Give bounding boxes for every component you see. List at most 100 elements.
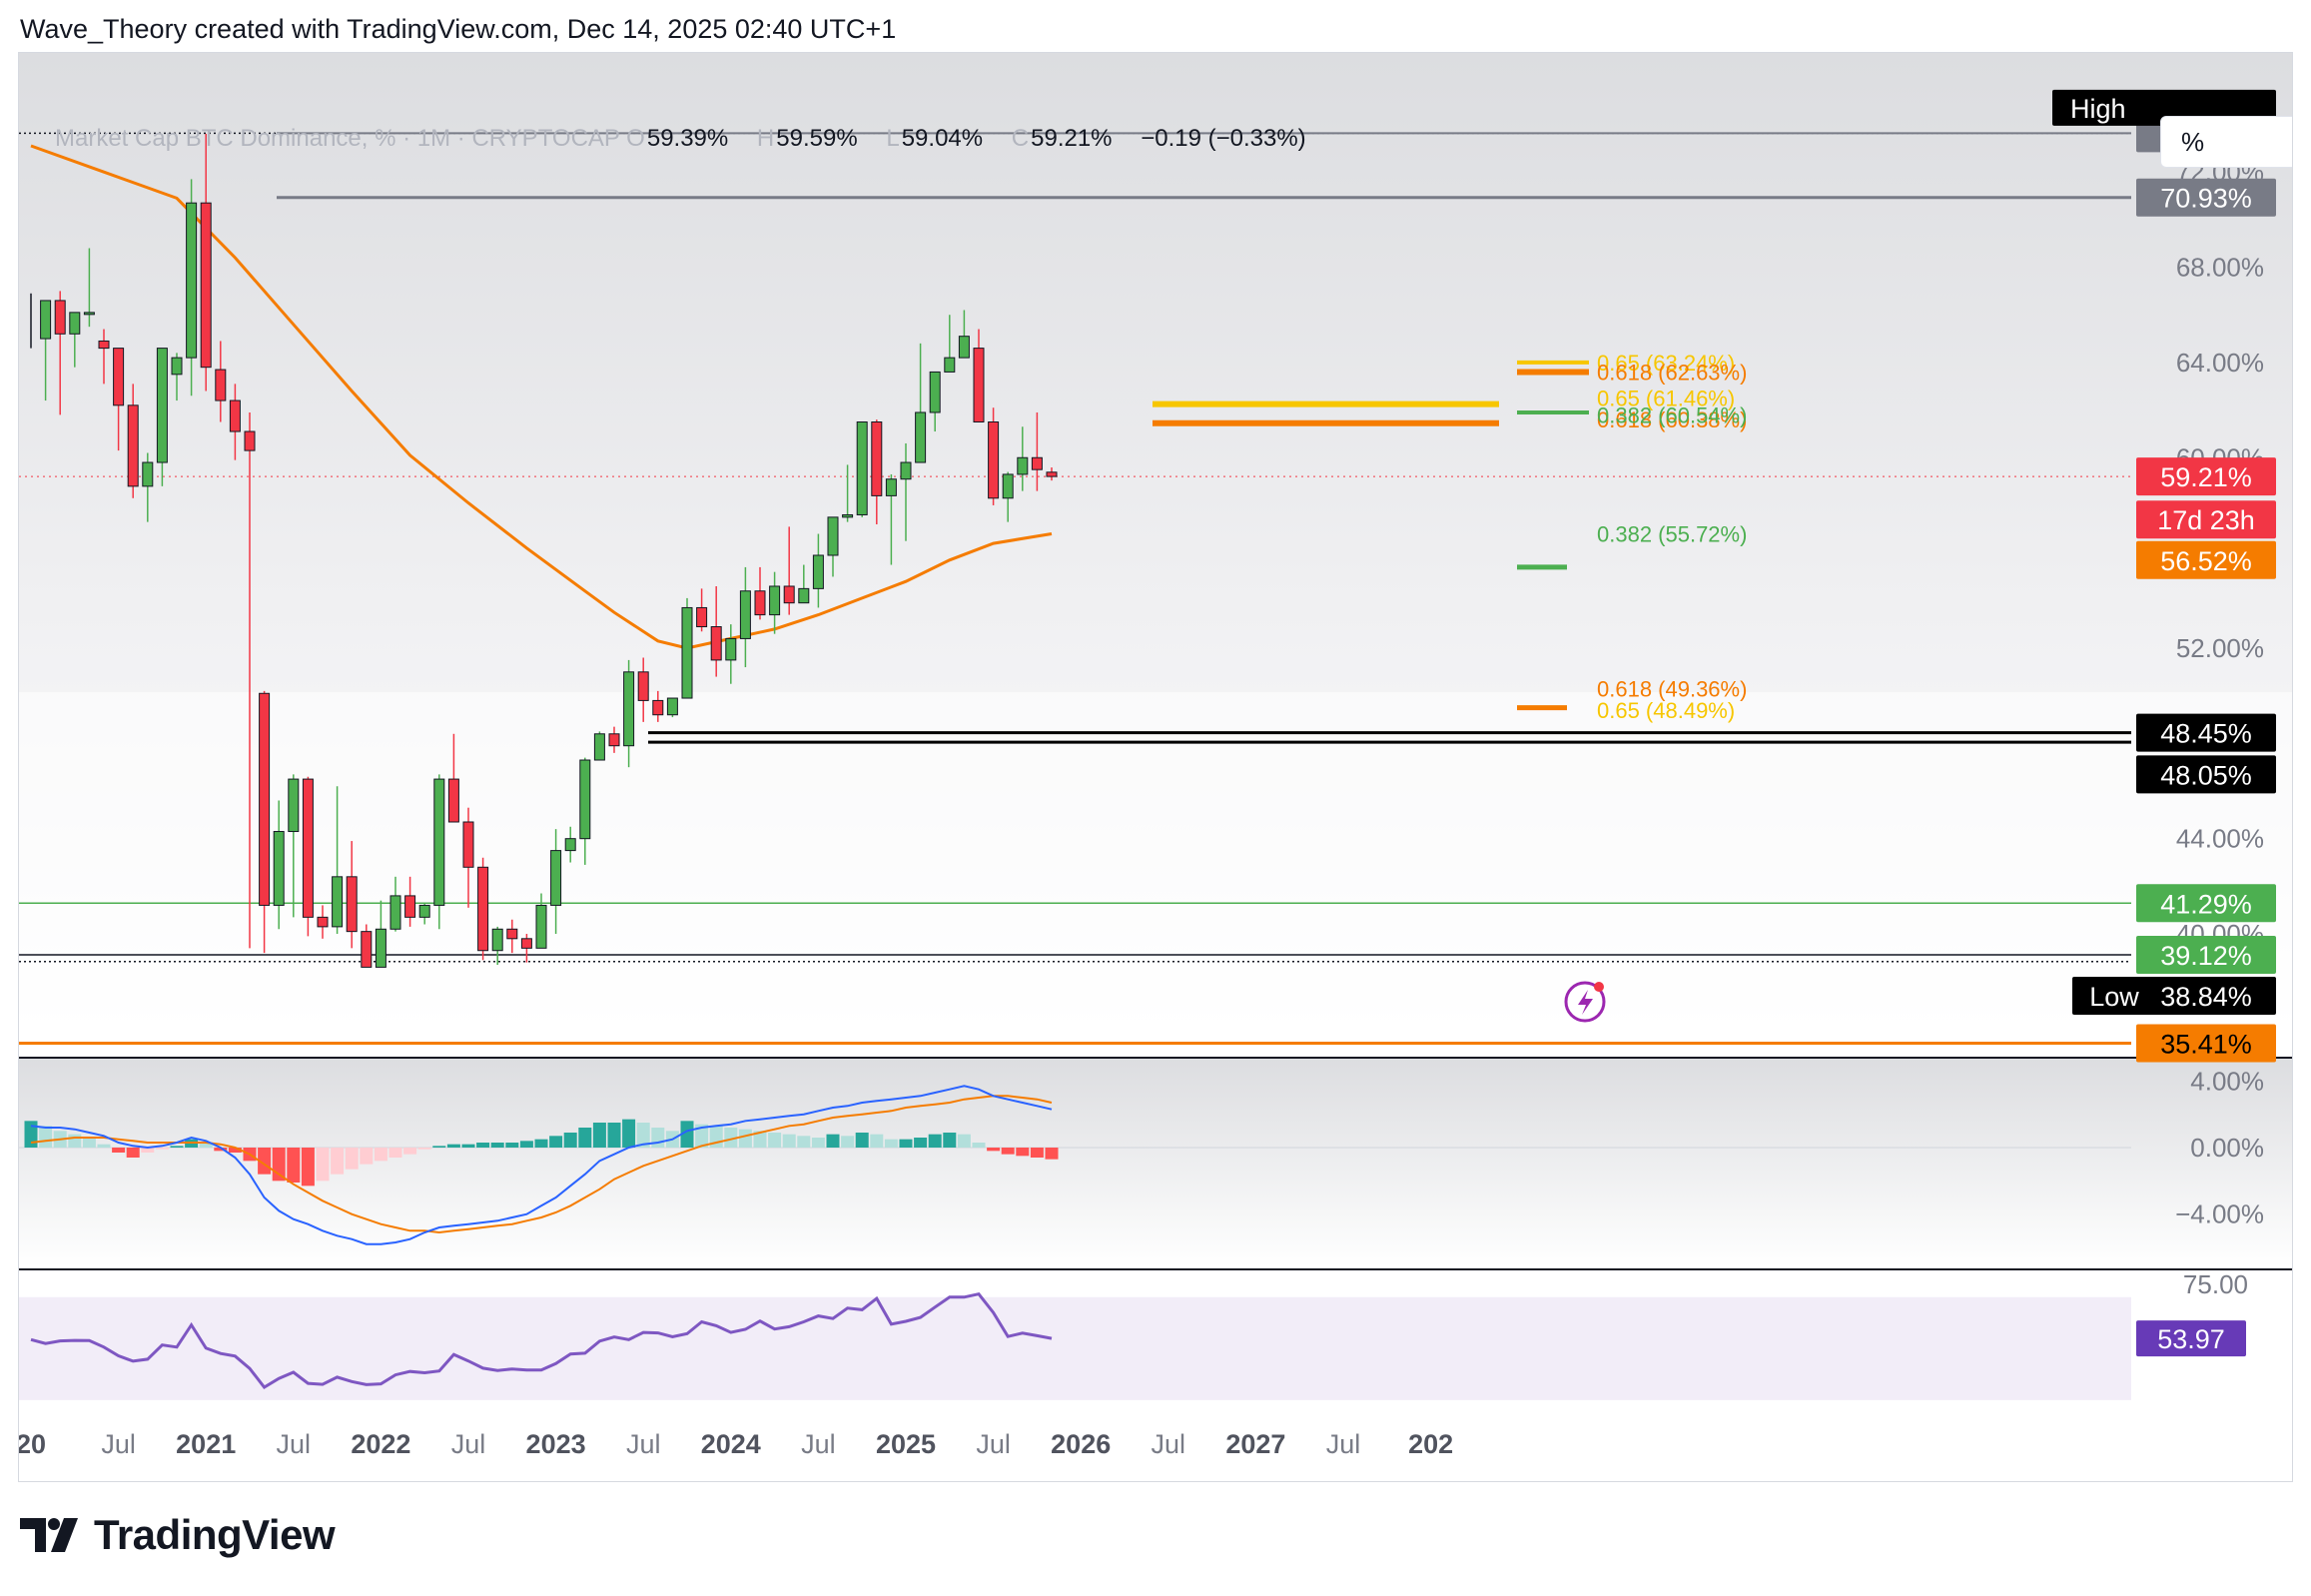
- candle-up: [288, 778, 300, 833]
- macd-histogram-bar: [870, 1134, 884, 1148]
- macd-histogram-bar: [607, 1123, 621, 1148]
- price-scale-label: [2136, 178, 2276, 217]
- x-axis-tick-label: Jul: [801, 1429, 836, 1459]
- unit-selector[interactable]: %: [2160, 116, 2292, 168]
- x-axis-tick-label: Jul: [1152, 1429, 1186, 1459]
- x-axis-tick-label: 2025: [876, 1429, 936, 1459]
- macd-signal-line: [30, 1095, 1053, 1234]
- price-scale-label-text: 35.41%: [2160, 1029, 2252, 1059]
- macd-histogram-bar: [826, 1134, 840, 1148]
- candle-down: [404, 895, 416, 918]
- macd-histogram-bar: [228, 1148, 242, 1153]
- rsi-axis-tick-label: 75.00: [2183, 1269, 2248, 1299]
- macd-histogram-bar: [199, 1143, 213, 1148]
- fib-label: 0.65 (61.46%): [1597, 387, 1735, 411]
- price-scale-label: [2136, 755, 2276, 794]
- macd-histogram-bar: [987, 1148, 1001, 1152]
- candle-down: [783, 585, 795, 604]
- candle-down: [1031, 456, 1043, 470]
- candle-up: [332, 876, 344, 928]
- candle-up: [142, 461, 154, 487]
- candle-up: [958, 336, 970, 359]
- candle-up: [1002, 473, 1014, 499]
- candle-down: [113, 348, 125, 406]
- candle-up: [156, 348, 168, 463]
- candle-up: [739, 590, 751, 639]
- macd-histogram-bar: [417, 1148, 431, 1150]
- open-label: O: [626, 125, 645, 152]
- fib-label: 0.618 (62.63%): [1597, 360, 1747, 385]
- macd-histogram-bar: [68, 1134, 82, 1148]
- fib-label: 0.65 (63.24%): [1597, 351, 1735, 376]
- x-axis-tick-label: 2024: [701, 1429, 761, 1459]
- macd-histogram-bar: [943, 1133, 957, 1148]
- candle-down: [317, 916, 329, 928]
- macd-histogram-bar: [1016, 1148, 1030, 1157]
- candle-down: [215, 369, 227, 401]
- open-value: 59.39%: [646, 125, 729, 152]
- candle-up: [491, 928, 503, 952]
- low-label: L: [886, 125, 900, 152]
- macd-histogram-bar: [914, 1138, 928, 1148]
- candle-down: [477, 866, 489, 952]
- change-value: −0.19 (−0.33%): [1141, 125, 1306, 152]
- macd-histogram-bar: [1001, 1148, 1015, 1155]
- macd-histogram-bar: [432, 1146, 446, 1148]
- macd-axis-tick-label: 4.00%: [2190, 1066, 2264, 1096]
- candle-down: [259, 692, 271, 906]
- macd-histogram-bar: [126, 1148, 140, 1158]
- fib-label: 0.382 (60.54%): [1597, 402, 1747, 427]
- macd-histogram-bar: [738, 1129, 752, 1148]
- x-axis-tick-label: Jul: [277, 1429, 312, 1459]
- candle-up: [666, 697, 678, 716]
- chart-attribution: Wave_Theory created with TradingView.com…: [20, 14, 897, 44]
- chart-frame[interactable]: 0.65 (63.24%) 0.618 (62.63%) 0.65 (61.46%)…: [18, 52, 2293, 1482]
- candle-up: [389, 895, 401, 930]
- x-axis-tick-label: 2023: [526, 1429, 586, 1459]
- macd-histogram-bar: [811, 1138, 825, 1148]
- macd-histogram-bar: [141, 1148, 155, 1153]
- price-scale-label: [2136, 457, 2276, 496]
- candle-down: [973, 348, 985, 423]
- price-scale-label-text: 59.21%: [2160, 462, 2252, 492]
- tradingview-logo[interactable]: TradingView: [20, 1510, 336, 1560]
- y-axis-tick-label: 52.00%: [2176, 633, 2264, 663]
- macd-histogram-bar: [928, 1134, 942, 1148]
- candle-up: [171, 357, 183, 376]
- symbol-legend: Market Cap BTC Dominance, % · 1M · CRYPT…: [55, 125, 1306, 153]
- macd-histogram-bar: [680, 1121, 694, 1148]
- macd-histogram-bar: [97, 1144, 111, 1148]
- price-scale-label: [2136, 713, 2276, 752]
- macd-line: [30, 1085, 1053, 1245]
- macd-histogram-bar: [170, 1146, 184, 1148]
- macd-axis-tick-label: −4.00%: [2175, 1199, 2264, 1229]
- macd-histogram-bar: [534, 1139, 548, 1148]
- price-scale-label-text: 38.84%: [2160, 982, 2252, 1012]
- macd-histogram-bar: [563, 1133, 577, 1148]
- macd-histogram-bar: [39, 1126, 53, 1148]
- candle-down: [361, 931, 373, 968]
- price-scale-label-text: 56.52%: [2160, 546, 2252, 576]
- alert-icon-dot: [1594, 982, 1604, 992]
- candle-down: [127, 404, 139, 487]
- close-value: 59.21%: [1031, 125, 1113, 152]
- macd-histogram-bar: [316, 1148, 330, 1182]
- candle-up: [915, 411, 927, 463]
- x-axis-tick-label: Jul: [626, 1429, 661, 1459]
- candle-down: [696, 606, 708, 628]
- candle-down: [506, 928, 518, 940]
- macd-histogram-bar: [331, 1148, 345, 1175]
- candle-up: [929, 371, 941, 413]
- tradingview-wordmark: TradingView: [94, 1511, 336, 1558]
- macd-histogram-bar: [214, 1148, 228, 1152]
- macd-histogram-bar: [476, 1143, 490, 1148]
- candle-down: [200, 202, 212, 369]
- main-pane-lower-background: [19, 692, 2292, 1058]
- candle-down: [710, 626, 722, 661]
- macd-histogram-bar: [724, 1128, 738, 1148]
- fib-label: 0.65 (48.49%): [1597, 698, 1735, 723]
- high-label: H: [756, 125, 775, 152]
- chart-canvas[interactable]: 0.65 (63.24%)0.618 (62.63%)0.65 (61.46%)…: [19, 53, 2293, 1482]
- candle-down: [229, 399, 241, 432]
- high-value: 59.59%: [776, 125, 858, 152]
